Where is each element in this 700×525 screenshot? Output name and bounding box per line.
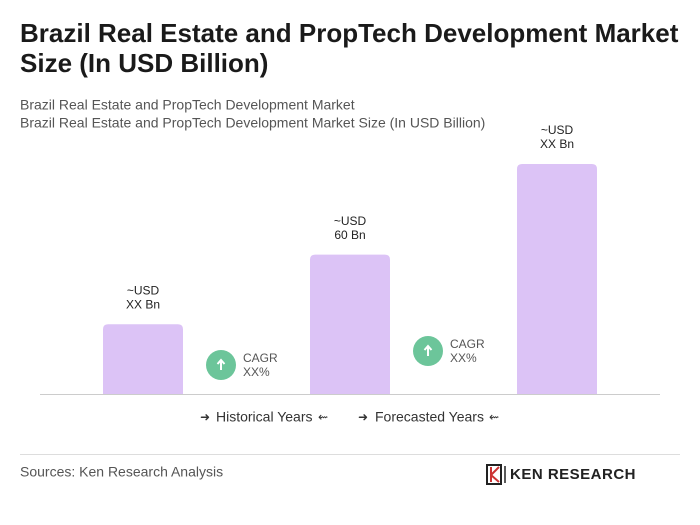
arrow: ➜	[200, 410, 210, 424]
logo-text: KEN RESEARCH	[510, 466, 636, 483]
bar	[103, 324, 183, 394]
cagr-label: CAGR	[243, 351, 278, 365]
cagr-label: XX%	[450, 351, 477, 365]
bar	[517, 164, 597, 394]
cagr-arrow	[423, 344, 433, 356]
logo-icon	[486, 464, 506, 485]
arrow: ⇜	[489, 410, 499, 424]
cagr-arrow	[216, 358, 226, 370]
arrow: ➜	[358, 410, 368, 424]
subtitle: Brazil Real Estate and PropTech Developm…	[20, 97, 355, 113]
value-label: ~USD	[127, 283, 160, 297]
subtitle: Brazil Real Estate and PropTech Developm…	[20, 115, 485, 131]
value-label: ~USD	[334, 214, 367, 228]
arrow: ⇜	[318, 410, 328, 424]
value-label: XX Bn	[540, 137, 574, 151]
period-label: Historical Years	[216, 409, 313, 425]
chart-title: Brazil Real Estate and PropTech Developm…	[20, 18, 679, 78]
cagr-label: XX%	[243, 365, 270, 379]
period-label: Forecasted Years	[375, 409, 484, 425]
value-label: ~USD	[541, 123, 574, 137]
value-label: 60 Bn	[334, 228, 365, 242]
source: Sources: Ken Research Analysis	[20, 464, 223, 480]
bar	[310, 254, 390, 394]
cagr-label: CAGR	[450, 337, 485, 351]
value-label: XX Bn	[126, 297, 160, 311]
